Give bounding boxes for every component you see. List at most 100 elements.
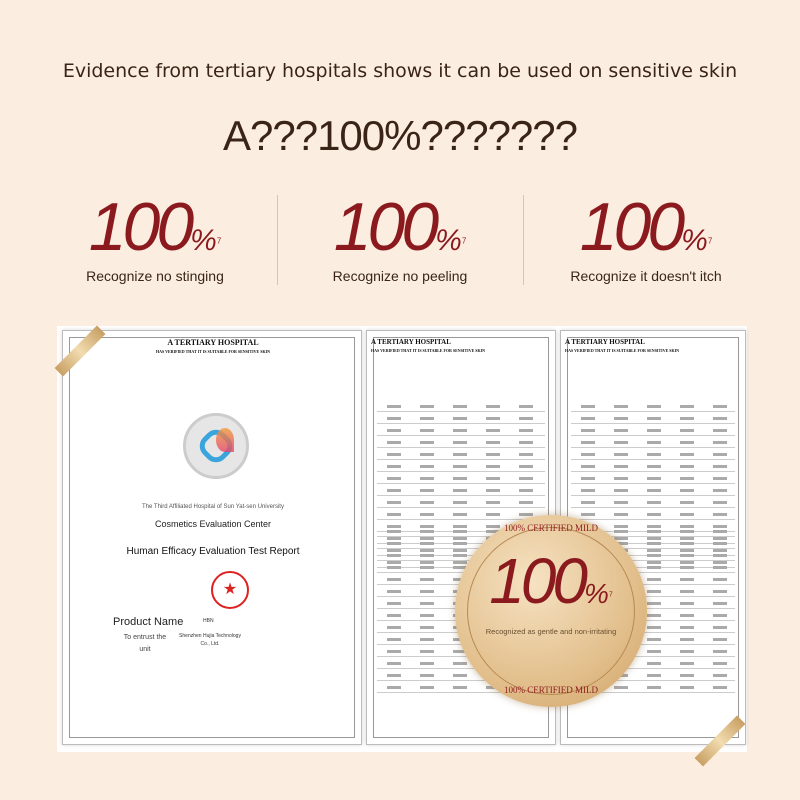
- table-cell: [614, 405, 628, 408]
- table-cell: [453, 525, 467, 528]
- table-cell: [420, 566, 434, 569]
- table-cell: [486, 477, 500, 480]
- table-cell: [647, 554, 661, 557]
- table-row: [377, 477, 545, 484]
- table-cell: [680, 590, 694, 593]
- stat-note: 7: [707, 236, 713, 246]
- table-cell: [387, 441, 401, 444]
- table-cell: [486, 405, 500, 408]
- table-cell: [387, 477, 401, 480]
- table-row: [571, 417, 735, 424]
- seal-unit: %: [583, 578, 609, 609]
- table-cell: [680, 566, 694, 569]
- table-cell: [680, 626, 694, 629]
- seal-top-text: 100% CERTIFIED MILD: [504, 523, 598, 533]
- table-cell: [680, 542, 694, 545]
- table-cell: [647, 549, 661, 552]
- doc-header-sub: HAS VERIFIED THAT IT IS SUITABLE FOR SEN…: [371, 348, 486, 353]
- table-cell: [680, 405, 694, 408]
- table-cell: [420, 638, 434, 641]
- table-cell: [420, 465, 434, 468]
- doc-header-title: A TERTIARY HOSPITAL: [167, 338, 259, 347]
- table-cell: [420, 501, 434, 504]
- table-cell: [519, 465, 533, 468]
- table-cell: [486, 501, 500, 504]
- table-cell: [519, 489, 533, 492]
- table-cell: [420, 513, 434, 516]
- table-cell: [614, 525, 628, 528]
- table-cell: [680, 674, 694, 677]
- table-cell: [387, 513, 401, 516]
- table-cell: [420, 554, 434, 557]
- table-cell: [387, 638, 401, 641]
- hospital-logo: [183, 413, 249, 479]
- table-cell: [387, 626, 401, 629]
- table-cell: [387, 578, 401, 581]
- table-cell: [680, 513, 694, 516]
- table-cell: [647, 590, 661, 593]
- table-cell: [614, 513, 628, 516]
- table-cell: [614, 686, 628, 689]
- table-cell: [420, 561, 434, 564]
- table-cell: [453, 513, 467, 516]
- table-cell: [420, 590, 434, 593]
- product-label: Product Name: [113, 616, 184, 628]
- table-cell: [614, 465, 628, 468]
- table-cell: [647, 674, 661, 677]
- table-cell: [647, 530, 661, 533]
- table-cell: [486, 417, 500, 420]
- table-row: [571, 501, 735, 508]
- table-cell: [420, 686, 434, 689]
- table-cell: [519, 513, 533, 516]
- certified-mild-seal: 100% CERTIFIED MILD 100%7 Recognized as …: [455, 515, 647, 707]
- table-cell: [647, 614, 661, 617]
- table-cell: [680, 501, 694, 504]
- table-row: [571, 453, 735, 460]
- table-cell: [420, 405, 434, 408]
- stat-value: 100: [579, 189, 685, 265]
- table-cell: [453, 561, 467, 564]
- table-cell: [614, 501, 628, 504]
- table-cell: [453, 554, 467, 557]
- table-cell: [581, 441, 595, 444]
- table-cell: [420, 441, 434, 444]
- table-cell: [453, 489, 467, 492]
- stat-unit: %: [190, 224, 217, 257]
- table-cell: [420, 429, 434, 432]
- table-cell: [713, 477, 727, 480]
- table-cell: [486, 525, 500, 528]
- stat-unit: %: [435, 224, 462, 257]
- table-cell: [647, 561, 661, 564]
- table-cell: [581, 417, 595, 420]
- seal-label: Recognized as gentle and non-irritating: [485, 627, 617, 636]
- table-cell: [680, 578, 694, 581]
- table-cell: [713, 417, 727, 420]
- seal-note: 7: [608, 591, 613, 599]
- table-cell: [486, 489, 500, 492]
- table-cell: [680, 554, 694, 557]
- table-cell: [453, 417, 467, 420]
- table-cell: [713, 602, 727, 605]
- table-cell: [581, 465, 595, 468]
- table-cell: [420, 489, 434, 492]
- table-cell: [713, 549, 727, 552]
- stat-no-itch: 100%7 Recognize it doesn't itch: [523, 188, 769, 284]
- table-row: [377, 501, 545, 508]
- table-cell: [387, 429, 401, 432]
- table-cell: [647, 417, 661, 420]
- entrust-label: To entrust the unit: [123, 634, 167, 653]
- table-cell: [420, 602, 434, 605]
- table-row: [571, 465, 735, 472]
- table-cell: [519, 405, 533, 408]
- table-cell: [420, 662, 434, 665]
- table-cell: [581, 453, 595, 456]
- table-cell: [647, 566, 661, 569]
- table-cell: [647, 542, 661, 545]
- table-cell: [647, 501, 661, 504]
- table-cell: [420, 614, 434, 617]
- table-cell: [486, 513, 500, 516]
- table-cell: [647, 578, 661, 581]
- subtitle: Evidence from tertiary hospitals shows i…: [62, 60, 738, 82]
- table-row: [571, 441, 735, 448]
- table-cell: [713, 638, 727, 641]
